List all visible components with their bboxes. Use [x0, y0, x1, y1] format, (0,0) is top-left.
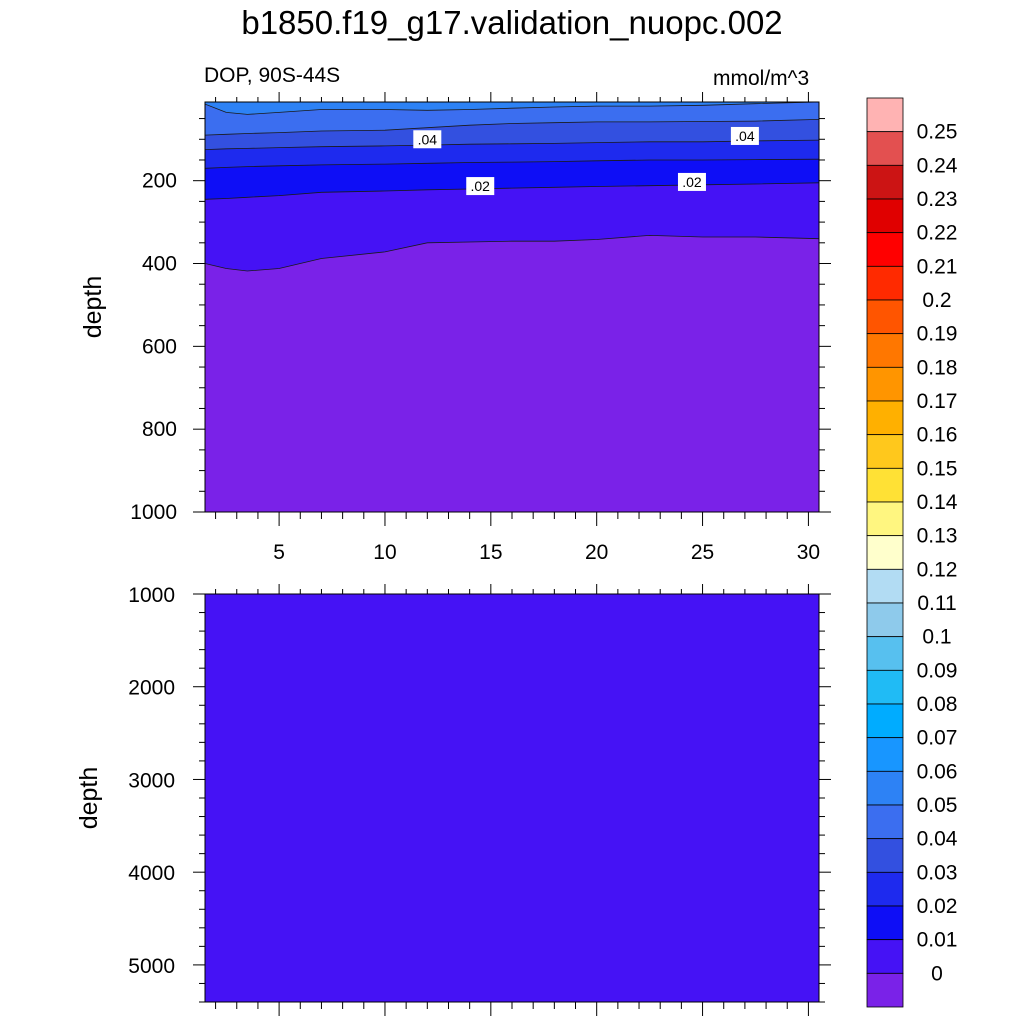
colorbar-swatch — [866, 232, 904, 267]
contour-label: .04 — [735, 128, 755, 144]
colorbar-swatch — [866, 905, 904, 941]
contour-line — [205, 119, 819, 136]
y-tick-label: 5000 — [128, 955, 175, 978]
colorbar-label: 0.12 — [917, 558, 958, 581]
contour-label-box — [466, 177, 495, 196]
contour-label-box — [413, 130, 442, 149]
colorbar-label: 0.18 — [917, 356, 958, 379]
colorbar-swatch — [866, 333, 904, 368]
y-tick-label: 800 — [142, 418, 177, 441]
contour-line — [205, 158, 819, 169]
colorbar-swatch — [866, 737, 904, 772]
units-label: mmol/m^3 — [713, 67, 810, 90]
y-axis-label: depth — [79, 276, 107, 339]
colorbar-swatch — [866, 164, 904, 200]
colorbar-swatch — [866, 501, 904, 537]
colorbar-swatch — [866, 299, 904, 335]
colorbar-label: 0.09 — [917, 659, 958, 682]
colorbar-swatch — [866, 972, 904, 1008]
colorbar-swatch — [866, 400, 904, 436]
colorbar-label: 0.02 — [917, 895, 958, 918]
colorbar-swatch — [866, 602, 904, 638]
y-tick-label: 1000 — [128, 584, 175, 607]
colorbar-label: 0.25 — [917, 121, 958, 144]
contour-label-box — [677, 172, 706, 191]
contour-label-box — [730, 126, 759, 145]
colorbar-label: 0.06 — [917, 760, 958, 783]
y-tick-label: 600 — [142, 335, 177, 358]
y-axis-label: depth — [75, 767, 103, 830]
colorbar-swatch — [866, 131, 904, 166]
colorbar-swatch — [866, 97, 904, 133]
y-tick-label: 200 — [142, 170, 177, 193]
y-tick-label: 3000 — [128, 769, 175, 792]
colorbar-label: 0.19 — [917, 323, 958, 346]
contour-line — [205, 234, 819, 272]
chart-title: b1850.f19_g17.validation_nuopc.002 — [241, 4, 783, 41]
contour-label: .02 — [682, 174, 702, 190]
colorbar-swatch — [866, 703, 904, 739]
colorbar-label: 0.05 — [917, 794, 958, 817]
colorbar-label: 0.11 — [917, 592, 956, 615]
colorbar-swatch — [866, 535, 904, 570]
colorbar-swatch — [866, 939, 904, 974]
y-tick-label: 4000 — [128, 862, 175, 885]
y-tick-label: 2000 — [128, 677, 175, 700]
colorbar-swatch — [866, 770, 904, 806]
bottom-plot-field — [204, 593, 820, 1003]
colorbar-swatch — [866, 669, 904, 705]
x-tick-label: 15 — [479, 541, 502, 564]
x-tick-label: 30 — [797, 541, 820, 564]
colorbar-swatch — [866, 838, 904, 873]
y-tick-label: 1000 — [130, 501, 177, 524]
colorbar-label: 0.08 — [917, 693, 958, 716]
contour-label: .02 — [471, 178, 491, 194]
x-tick-label: 25 — [691, 541, 714, 564]
colorbar-label: 0.16 — [917, 424, 958, 447]
colorbar-label: 0.04 — [917, 828, 958, 851]
colorbar-swatch — [866, 366, 904, 402]
colorbar-label: 0.01 — [917, 929, 958, 952]
colorbar-label: 0.13 — [917, 525, 958, 548]
bottom-panel: 1000 2000 3000 4000 5000 depth — [75, 584, 831, 1016]
contour-label: .04 — [418, 131, 438, 147]
colorbar-label: 0.17 — [917, 390, 958, 413]
colorbar-label: 0.07 — [917, 727, 958, 750]
colorbar-label: 0.1 — [922, 626, 951, 649]
colorbar-swatch — [866, 636, 904, 671]
band-fill — [205, 235, 819, 512]
colorbar-label: 0.24 — [917, 154, 958, 177]
colorbar-swatch — [866, 198, 904, 234]
colorbar-label: 0.15 — [917, 457, 958, 480]
colorbar-swatch — [866, 434, 904, 469]
x-tick-label: 20 — [585, 541, 608, 564]
top-contour-fills — [205, 102, 819, 512]
colorbar: 0.25 0.24 0.23 0.22 0.21 0.2 0.19 0.18 0.17 0.16 0… — [866, 97, 958, 1008]
colorbar-label: 0.22 — [917, 222, 958, 245]
colorbar-label: 0.2 — [922, 289, 951, 312]
colorbar-swatch — [866, 467, 904, 503]
colorbar-label: 0 — [931, 962, 943, 985]
variable-label: DOP, 90S-44S — [204, 64, 341, 87]
colorbar-label: 0.03 — [917, 861, 958, 884]
colorbar-label: 0.14 — [917, 491, 958, 514]
contour-line — [205, 139, 819, 150]
contour-line — [205, 102, 819, 115]
colorbar-swatch — [866, 568, 904, 604]
colorbar-swatch — [866, 871, 904, 907]
colorbar-swatch — [866, 804, 904, 840]
colorbar-label: 0.23 — [917, 188, 958, 211]
colorbar-swatch — [866, 265, 904, 301]
x-tick-label: 10 — [373, 541, 396, 564]
top-panel: .04 .04 .02 .02 5 10 15 20 25 30 200 400 600 800 1000 d… — [79, 92, 831, 564]
x-tick-label: 5 — [273, 541, 285, 564]
colorbar-label: 0.21 — [917, 255, 958, 278]
y-tick-label: 400 — [142, 253, 177, 276]
